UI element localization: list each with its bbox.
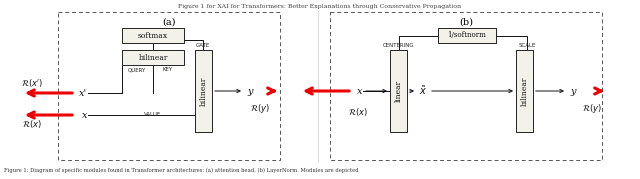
Bar <box>122 28 184 43</box>
Text: bilinear: bilinear <box>138 54 168 62</box>
Text: softmax: softmax <box>138 32 168 40</box>
Text: $\tilde{x}$: $\tilde{x}$ <box>419 84 427 98</box>
Bar <box>516 50 533 132</box>
Bar <box>438 28 496 43</box>
Bar <box>195 50 212 132</box>
Text: QUERY: QUERY <box>128 67 146 72</box>
Text: $\mathcal{R}(x)$: $\mathcal{R}(x)$ <box>22 118 42 130</box>
Text: bilinear: bilinear <box>200 76 207 106</box>
Text: VALUE: VALUE <box>145 112 162 117</box>
Bar <box>390 50 407 132</box>
Text: $\mathcal{R}(y)$: $\mathcal{R}(y)$ <box>582 102 602 115</box>
Text: y: y <box>247 86 253 96</box>
Bar <box>122 50 184 65</box>
Bar <box>330 12 602 160</box>
Text: $\mathcal{R}(x)$: $\mathcal{R}(x)$ <box>348 106 368 118</box>
Text: SCALE: SCALE <box>518 43 536 48</box>
Text: linear: linear <box>394 80 403 102</box>
Text: (b): (b) <box>459 18 473 27</box>
Text: (a): (a) <box>163 18 176 27</box>
Text: bilinear: bilinear <box>520 76 529 106</box>
Text: GATE: GATE <box>196 43 210 48</box>
Text: x: x <box>356 86 362 96</box>
Text: x': x' <box>79 88 87 98</box>
Text: Figure 1: Diagram of specific modules found in Transformer architectures: (a) at: Figure 1: Diagram of specific modules fo… <box>4 168 358 173</box>
Text: CENTERING: CENTERING <box>383 43 415 48</box>
Text: 1/softnorm: 1/softnorm <box>447 32 486 40</box>
Bar <box>58 12 280 160</box>
Text: y: y <box>570 86 575 96</box>
Text: $\mathcal{R}(x^\prime)$: $\mathcal{R}(x^\prime)$ <box>21 77 43 89</box>
Text: Figure 1 for XAI for Transformers: Better Explanations through Conservative Prop: Figure 1 for XAI for Transformers: Bette… <box>179 4 461 9</box>
Text: $\mathcal{R}(y)$: $\mathcal{R}(y)$ <box>250 102 270 115</box>
Text: KEY: KEY <box>163 67 173 72</box>
Text: x: x <box>81 110 87 120</box>
